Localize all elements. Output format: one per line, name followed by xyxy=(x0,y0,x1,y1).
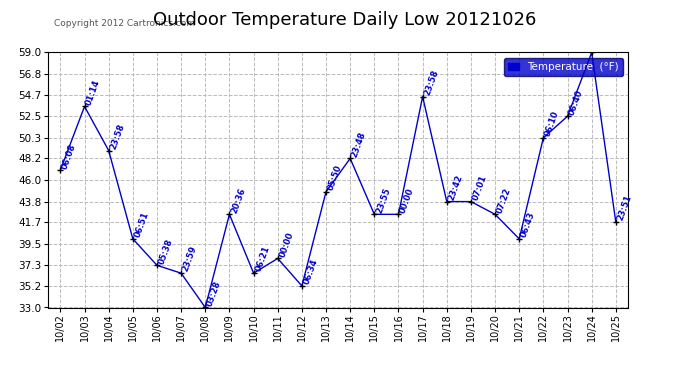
Text: 06:10: 06:10 xyxy=(544,110,561,138)
Text: 23:42: 23:42 xyxy=(447,173,464,202)
Text: 00:00: 00:00 xyxy=(398,186,416,214)
Legend: Temperature  (°F): Temperature (°F) xyxy=(504,58,622,76)
Text: 23:58: 23:58 xyxy=(109,123,126,151)
Text: 07:01: 07:01 xyxy=(471,174,489,202)
Text: 00:00: 00:00 xyxy=(277,231,295,258)
Text: 23:51: 23:51 xyxy=(615,194,633,222)
Text: 23:59: 23:59 xyxy=(181,245,199,273)
Text: 06:21: 06:21 xyxy=(254,245,271,273)
Text: 03:28: 03:28 xyxy=(206,279,223,308)
Text: Outdoor Temperature Daily Low 20121026: Outdoor Temperature Daily Low 20121026 xyxy=(153,11,537,29)
Text: 23:58: 23:58 xyxy=(422,69,440,97)
Text: 06:43: 06:43 xyxy=(519,211,537,239)
Text: 07:22: 07:22 xyxy=(495,186,513,214)
Text: Copyright 2012 Cartronics.com: Copyright 2012 Cartronics.com xyxy=(54,20,195,28)
Text: 20:36: 20:36 xyxy=(229,186,247,214)
Text: 06:51: 06:51 xyxy=(132,211,150,239)
Text: 06:34: 06:34 xyxy=(302,258,319,286)
Text: 01:14: 01:14 xyxy=(85,78,102,106)
Text: 23:55: 23:55 xyxy=(374,186,392,214)
Text: 06:08: 06:08 xyxy=(61,142,78,170)
Text: 05:38: 05:38 xyxy=(157,237,175,266)
Text: 06:40: 06:40 xyxy=(567,88,585,116)
Text: 23:48: 23:48 xyxy=(350,130,368,158)
Text: 05:50: 05:50 xyxy=(326,164,344,192)
